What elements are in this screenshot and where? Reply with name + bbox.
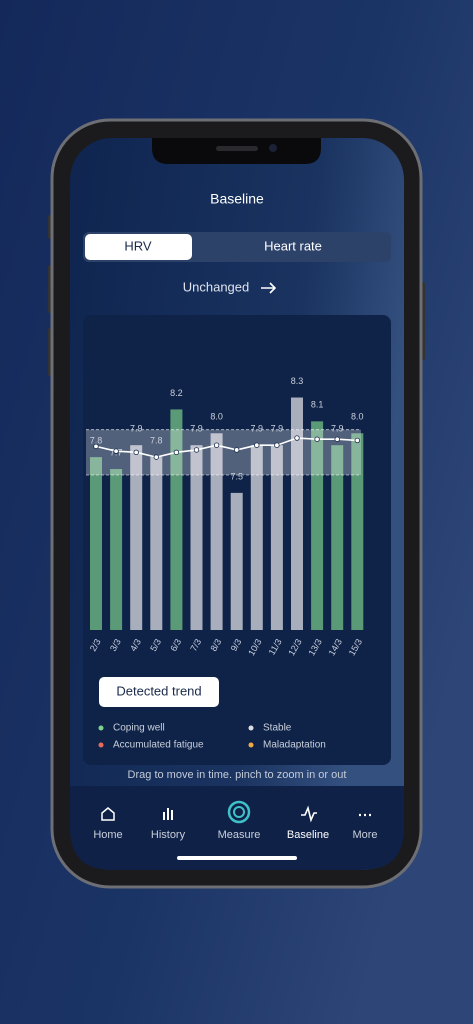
speaker [216,146,258,151]
baseline-point [314,436,320,442]
history-icon[interactable] [163,808,173,820]
legend-label: Stable [263,723,292,734]
tab-label[interactable]: Heart rate [264,238,322,253]
legend-label: Maladaptation [263,740,326,751]
value-label: 8.3 [291,376,304,386]
legend-dot [98,742,104,748]
baseline-point [213,442,220,448]
bar [250,445,263,630]
baseline-icon[interactable] [301,805,317,823]
legend-dot [98,725,104,731]
bar [230,492,243,630]
baseline-point [153,454,159,460]
baseline-point [233,447,240,453]
trend-status: Unchanged [183,279,250,294]
bar [170,409,183,630]
camera [269,144,277,152]
legend-dot [248,725,254,731]
baseline-line [95,437,358,458]
legend-label: Accumulated fatigue [113,740,204,751]
value-label: 8.1 [311,400,324,410]
bar [130,445,143,630]
legend-dot [248,742,254,748]
baseline-point [354,437,360,444]
baseline-point [173,449,180,456]
nav-label[interactable]: More [352,829,377,841]
bar [351,433,364,630]
baseline-point [93,443,99,450]
legend-label: Coping well [113,723,165,734]
value-label: 8.2 [170,388,183,398]
nav-label[interactable]: Baseline [287,829,329,841]
value-label: 8.0 [351,412,364,422]
measure-icon[interactable] [233,806,245,818]
screen-title: Baseline [210,191,264,207]
tab-label[interactable]: HRV [124,238,152,253]
value-label: 7.9 [271,424,284,434]
baseline-point [193,447,200,453]
baseline-point [294,435,300,441]
value-label: 7.9 [251,424,264,434]
baseline-point [113,448,119,454]
nav-items: Home History Measure Baseline More [93,829,377,841]
bar [311,421,324,630]
chart: 7.82/37.73/37.94/37.85/38.26/37.97/38.08… [86,376,364,751]
bar [190,445,203,630]
bar [291,397,303,630]
value-label: 8.0 [210,412,223,422]
value-label: 7.8 [150,435,163,445]
home-icon[interactable] [101,807,115,821]
value-label: 7.9 [331,424,344,434]
nav-bar [70,786,404,870]
baseline-point [133,449,139,456]
hint: Drag to move in time. pinch to zoom in o… [128,769,347,781]
button-label[interactable]: Detected trend [116,683,201,698]
nav-label[interactable]: Measure [218,829,261,841]
arrow-icon [261,282,277,294]
nav-label[interactable]: Home [93,829,122,841]
bar [270,445,283,630]
bar [90,457,102,630]
measure-icon[interactable] [227,800,251,824]
bar [210,433,223,630]
bar [331,445,344,630]
tab-active[interactable] [85,234,192,260]
bar [150,457,163,630]
value-label: 7.9 [130,424,143,434]
value-label: 7.5 [230,471,243,481]
home-indicator [177,856,297,860]
value-label: 7.9 [190,424,203,434]
nav-label[interactable]: History [151,829,186,841]
baseline-point [334,436,340,442]
value-label: 7.8 [90,435,103,445]
baseline-point [274,442,280,448]
baseline-point [254,442,260,448]
bar [110,469,123,630]
trend-button[interactable] [99,677,219,707]
